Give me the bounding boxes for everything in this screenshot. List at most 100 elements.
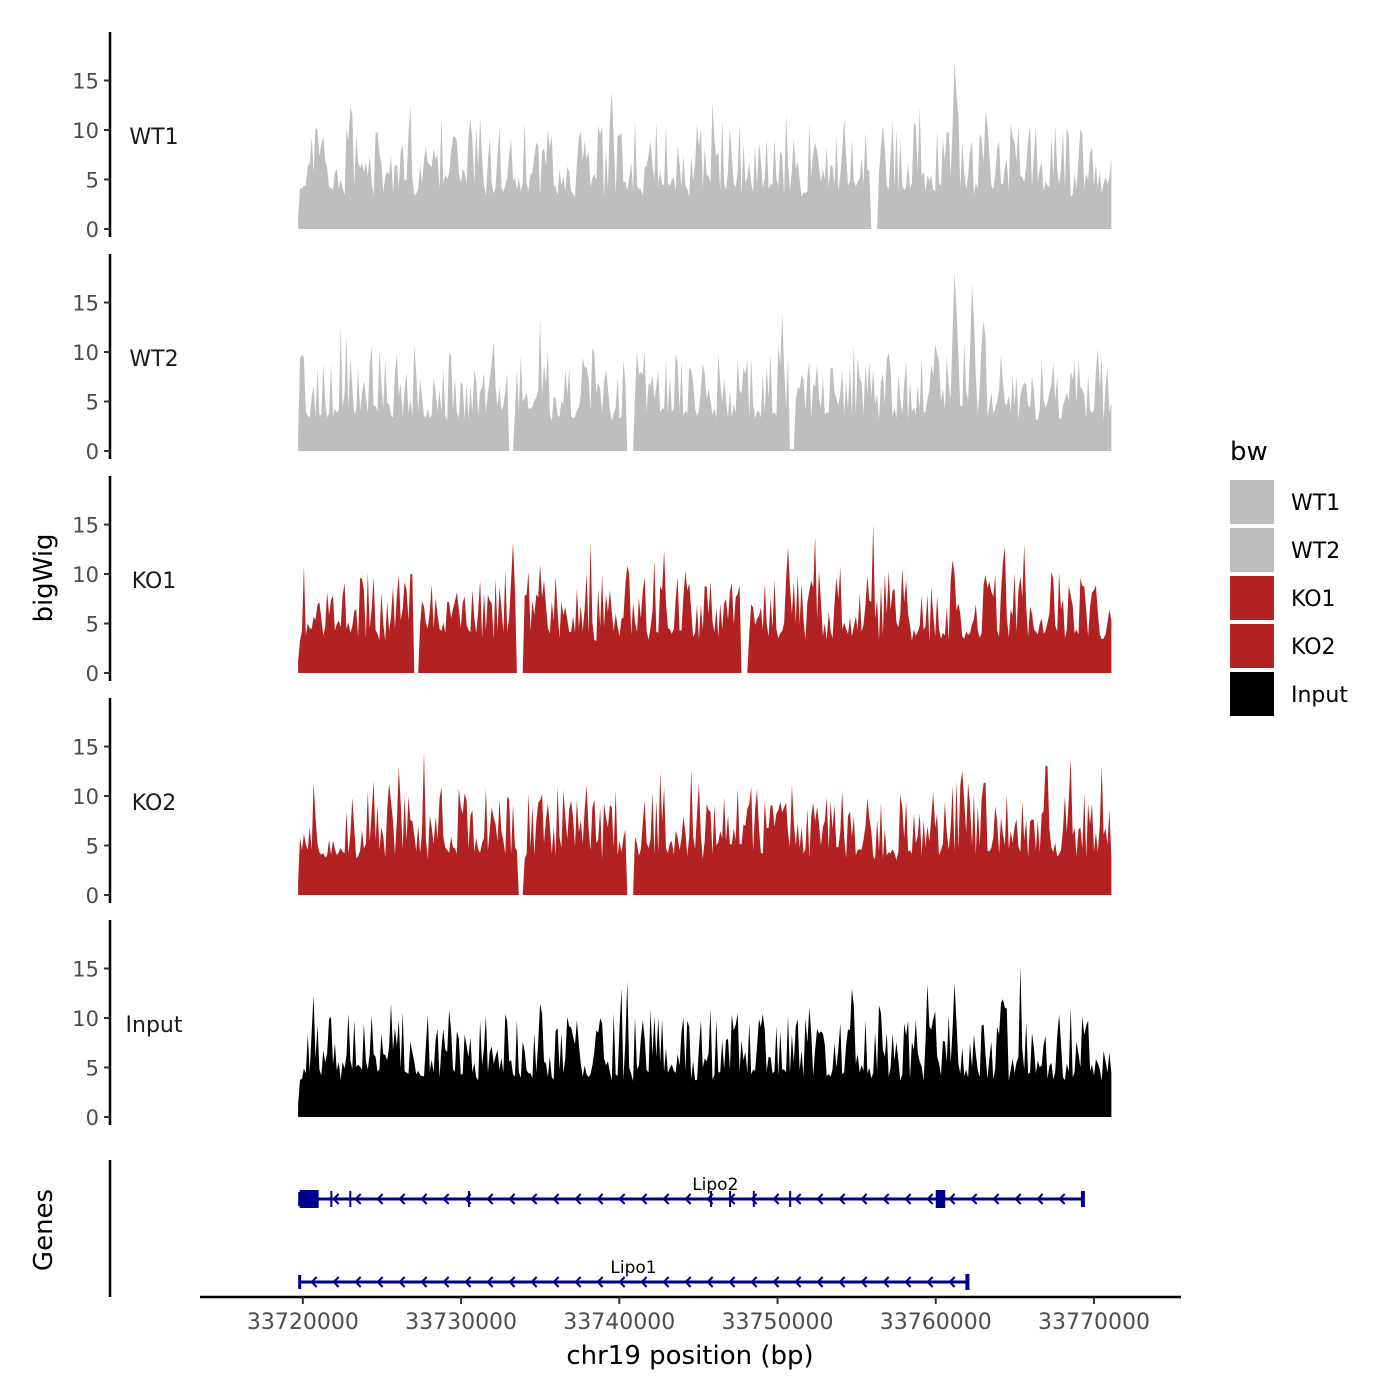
y-tick-label: 10 bbox=[72, 119, 99, 143]
y-tick-label: 10 bbox=[72, 1007, 99, 1031]
strand-arrow bbox=[926, 1193, 934, 1205]
strand-arrow bbox=[728, 1276, 736, 1288]
strand-arrow bbox=[1014, 1193, 1022, 1205]
strand-arrow bbox=[332, 1276, 340, 1288]
legend-entry-wt2: WT2 bbox=[1230, 528, 1340, 572]
track-label: WT2 bbox=[129, 347, 178, 372]
signal-area-input bbox=[298, 965, 1112, 1117]
track-ko1: 0 5 10 15 KO1 bbox=[72, 476, 1112, 686]
legend-label: WT2 bbox=[1291, 539, 1340, 564]
strand-arrow bbox=[794, 1193, 802, 1205]
y-tick-label: 5 bbox=[86, 1057, 99, 1081]
x-tick-label: 33750000 bbox=[722, 1310, 834, 1335]
gene-lipo2: Lipo2 bbox=[298, 1175, 1085, 1208]
legend-entry-input: Input bbox=[1230, 672, 1348, 716]
legend-label: KO1 bbox=[1291, 587, 1336, 612]
genes-track: Lipo2 Lipo1 bbox=[108, 1160, 1085, 1297]
strand-arrow bbox=[948, 1193, 956, 1205]
strand-arrow bbox=[684, 1193, 692, 1205]
track-label: WT1 bbox=[129, 125, 178, 150]
y-axis-title: bigWig bbox=[29, 533, 59, 622]
track-label: KO2 bbox=[132, 791, 177, 816]
legend-swatch bbox=[1230, 528, 1274, 572]
legend: bw WT1 WT2 KO1 KO2 Input bbox=[1230, 437, 1348, 716]
legend-entry-ko1: KO1 bbox=[1230, 576, 1336, 620]
strand-arrow bbox=[706, 1276, 714, 1288]
signal-area-ko2 bbox=[298, 751, 1112, 895]
strand-arrow bbox=[794, 1276, 802, 1288]
strand-arrow bbox=[552, 1276, 560, 1288]
signal-area-wt2 bbox=[298, 270, 1112, 451]
strand-arrow bbox=[772, 1276, 780, 1288]
x-tick-label: 33770000 bbox=[1038, 1310, 1150, 1335]
genes-track-title: Genes bbox=[29, 1189, 59, 1271]
y-tick-label: 15 bbox=[72, 958, 99, 982]
strand-arrow bbox=[618, 1193, 626, 1205]
strand-arrow bbox=[904, 1276, 912, 1288]
strand-arrow bbox=[398, 1276, 406, 1288]
legend-swatch bbox=[1230, 624, 1274, 668]
strand-arrow bbox=[596, 1193, 604, 1205]
x-tick-label: 33730000 bbox=[405, 1310, 517, 1335]
legend-label: WT1 bbox=[1291, 491, 1340, 516]
strand-arrow bbox=[420, 1276, 428, 1288]
strand-arrow bbox=[948, 1276, 956, 1288]
y-tick-label: 15 bbox=[72, 70, 99, 94]
strand-arrow bbox=[882, 1276, 890, 1288]
y-tick-label: 10 bbox=[72, 563, 99, 587]
y-tick-label: 10 bbox=[72, 785, 99, 809]
y-tick-label: 5 bbox=[86, 169, 99, 193]
strand-arrow bbox=[596, 1276, 604, 1288]
strand-arrow bbox=[442, 1276, 450, 1288]
strand-arrow bbox=[882, 1193, 890, 1205]
signal-area-ko1 bbox=[298, 524, 1112, 673]
strand-arrow bbox=[816, 1193, 824, 1205]
y-tick-label: 0 bbox=[86, 884, 99, 908]
strand-arrow bbox=[838, 1276, 846, 1288]
signal-tracks: 0 5 10 15 WT1 0 5 10 15 WT2 0 5 10 15 KO1 0 5 10 15 KO2 0 5 10… bbox=[72, 32, 1112, 1130]
legend-title: bw bbox=[1230, 437, 1268, 467]
strand-arrow bbox=[398, 1193, 406, 1205]
strand-arrow bbox=[464, 1276, 472, 1288]
legend-swatch bbox=[1230, 576, 1274, 620]
y-tick-label: 15 bbox=[72, 292, 99, 316]
y-tick-label: 5 bbox=[86, 835, 99, 859]
strand-arrow bbox=[640, 1193, 648, 1205]
strand-arrow bbox=[684, 1276, 692, 1288]
strand-arrow bbox=[750, 1276, 758, 1288]
legend-label: Input bbox=[1291, 683, 1348, 708]
strand-arrow bbox=[508, 1193, 516, 1205]
legend-entry-wt1: WT1 bbox=[1230, 480, 1340, 524]
strand-arrow bbox=[772, 1193, 780, 1205]
gene-label: Lipo2 bbox=[692, 1175, 738, 1195]
strand-arrow bbox=[1058, 1193, 1066, 1205]
strand-arrow bbox=[574, 1193, 582, 1205]
legend-label: KO2 bbox=[1291, 635, 1336, 660]
gene-label: Lipo1 bbox=[610, 1258, 656, 1278]
y-tick-label: 5 bbox=[86, 613, 99, 637]
y-tick-label: 10 bbox=[72, 341, 99, 365]
strand-arrow bbox=[354, 1276, 362, 1288]
strand-arrow bbox=[816, 1276, 824, 1288]
strand-arrow bbox=[420, 1193, 428, 1205]
strand-arrow bbox=[926, 1276, 934, 1288]
strand-arrow bbox=[530, 1193, 538, 1205]
legend-swatch bbox=[1230, 672, 1274, 716]
signal-area-wt1 bbox=[298, 60, 1112, 230]
strand-arrow bbox=[838, 1193, 846, 1205]
strand-arrow bbox=[354, 1193, 362, 1205]
strand-arrow bbox=[574, 1276, 582, 1288]
strand-arrow bbox=[376, 1193, 384, 1205]
track-input: 0 5 10 15 Input bbox=[72, 920, 1112, 1130]
strand-arrow bbox=[376, 1276, 384, 1288]
strand-arrow bbox=[750, 1193, 758, 1205]
strand-arrow bbox=[662, 1276, 670, 1288]
track-label: Input bbox=[126, 1013, 183, 1038]
exon bbox=[935, 1190, 946, 1208]
y-tick-label: 0 bbox=[86, 662, 99, 686]
strand-arrow bbox=[970, 1193, 978, 1205]
strand-arrow bbox=[530, 1276, 538, 1288]
legend-swatch bbox=[1230, 480, 1274, 524]
y-tick-label: 0 bbox=[86, 1106, 99, 1130]
